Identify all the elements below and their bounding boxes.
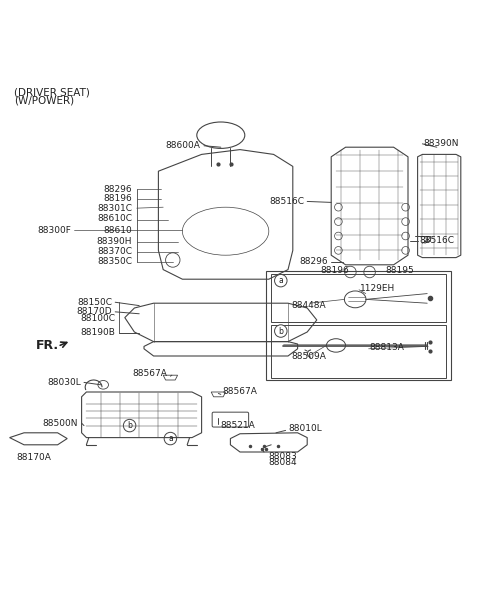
Text: 88509A: 88509A — [292, 352, 327, 362]
Text: 88610C: 88610C — [97, 214, 132, 223]
Text: 88150C: 88150C — [77, 298, 112, 307]
Text: 88567A: 88567A — [222, 387, 257, 395]
Text: 88521A: 88521A — [221, 421, 255, 430]
Text: 88196: 88196 — [103, 194, 132, 203]
Text: 88301C: 88301C — [97, 204, 132, 213]
Text: 88100C: 88100C — [80, 314, 115, 323]
Text: 88516C: 88516C — [419, 237, 454, 245]
Text: 88500N: 88500N — [43, 419, 78, 428]
Text: FR.: FR. — [36, 339, 59, 352]
Text: (W/POWER): (W/POWER) — [14, 96, 74, 106]
Text: a: a — [278, 276, 283, 285]
Text: b: b — [127, 421, 132, 430]
Text: 88083: 88083 — [269, 452, 298, 461]
Text: 88296: 88296 — [103, 185, 132, 194]
Text: 88195: 88195 — [385, 266, 414, 275]
Text: 88516C: 88516C — [269, 197, 304, 206]
Text: 88610: 88610 — [103, 225, 132, 235]
Text: 88813A: 88813A — [370, 343, 405, 352]
Text: (DRIVER SEAT): (DRIVER SEAT) — [14, 87, 90, 97]
Text: a: a — [168, 434, 173, 443]
Text: 88170A: 88170A — [16, 453, 51, 462]
Text: 88170D: 88170D — [77, 307, 112, 317]
Text: b: b — [278, 326, 283, 336]
Text: 88390N: 88390N — [424, 139, 459, 148]
Text: 88567A: 88567A — [132, 369, 167, 378]
Text: 88370C: 88370C — [97, 248, 132, 256]
Text: 88190B: 88190B — [80, 328, 115, 338]
Text: 88350C: 88350C — [97, 257, 132, 266]
Text: 88084: 88084 — [269, 458, 298, 467]
Text: 88010L: 88010L — [288, 424, 322, 434]
Bar — [271, 274, 446, 322]
Text: 88600A: 88600A — [166, 141, 201, 150]
Bar — [266, 270, 451, 380]
Text: 1129EH: 1129EH — [360, 285, 395, 293]
Text: 88030L: 88030L — [47, 378, 81, 387]
Circle shape — [275, 274, 287, 287]
Text: 88300F: 88300F — [37, 225, 71, 235]
Text: 88448A: 88448A — [292, 301, 326, 310]
Circle shape — [275, 325, 287, 338]
Text: 88296: 88296 — [300, 257, 328, 266]
Text: 88390H: 88390H — [96, 237, 132, 246]
Text: 88196: 88196 — [320, 266, 349, 275]
Bar — [271, 325, 446, 378]
